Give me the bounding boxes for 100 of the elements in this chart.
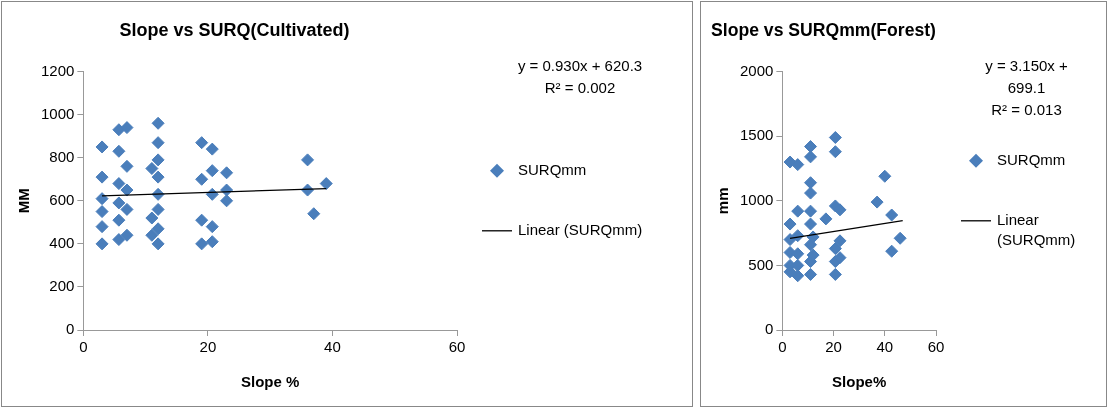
point: [151, 237, 165, 251]
y-tick-label: 2000: [739, 61, 774, 79]
point: [112, 213, 126, 227]
point: [885, 208, 899, 222]
point: [893, 231, 907, 245]
point: [205, 235, 219, 249]
point: [804, 204, 818, 218]
y-tick-label: 1000: [40, 104, 75, 122]
point: [95, 170, 109, 184]
point: [804, 186, 818, 200]
point: [828, 130, 842, 144]
x-tick-label: 40: [324, 338, 341, 356]
y-tick-label: 1200: [40, 61, 75, 79]
y-tick-label: 0: [765, 320, 774, 338]
point: [870, 195, 884, 209]
y-tick-label: 500: [748, 255, 774, 273]
x-tick-label: 0: [79, 338, 88, 356]
point: [112, 233, 126, 247]
point: [791, 258, 805, 272]
point: [878, 169, 892, 183]
y-tick-label: 1500: [739, 126, 774, 144]
point: [806, 248, 820, 262]
x-tick-label: 0: [778, 338, 787, 356]
point: [828, 145, 842, 159]
point: [151, 136, 165, 150]
point: [145, 211, 159, 225]
point: [120, 202, 134, 216]
text: R² = 0.013: [991, 101, 1062, 119]
point: [120, 121, 134, 135]
point: [195, 237, 209, 251]
point: [195, 136, 209, 150]
point: [195, 213, 209, 227]
point: [95, 220, 109, 234]
point: [804, 217, 818, 231]
point: [95, 237, 109, 251]
y-tick-label: 800: [49, 147, 75, 165]
point: [151, 170, 165, 184]
y-tick-label: 600: [49, 190, 75, 208]
x-tick-label: 20: [825, 338, 842, 356]
y-tick-label: 0: [66, 320, 75, 338]
point: [791, 158, 805, 172]
point: [301, 153, 315, 167]
point: [120, 159, 134, 173]
point: [95, 192, 109, 206]
point: [151, 116, 165, 130]
point: [220, 194, 234, 208]
x-tick-label: 20: [199, 338, 217, 356]
point: [145, 162, 159, 175]
y-tick-label: 200: [49, 277, 75, 295]
point: [804, 238, 818, 252]
x-axis-title: Slope%: [832, 373, 887, 391]
point: [791, 269, 805, 283]
x-axis-title: Slope %: [241, 373, 300, 391]
point: [833, 203, 847, 217]
x-tick-label: 60: [448, 338, 466, 356]
point: [819, 212, 833, 226]
point: [145, 228, 159, 242]
point: [95, 205, 109, 219]
point: [205, 142, 219, 156]
point: [151, 202, 165, 216]
point: [307, 207, 321, 221]
x-tick-label: 40: [876, 338, 894, 356]
point: [828, 267, 842, 281]
point: [151, 222, 165, 236]
point: [151, 153, 165, 167]
point: [205, 164, 219, 178]
point: [828, 242, 842, 256]
point: [95, 140, 109, 154]
point: [205, 220, 219, 234]
y-tick-label: 1000: [739, 190, 774, 208]
chart-title: Slope vs SURQmm(Forest): [711, 19, 937, 40]
point: [804, 267, 818, 281]
point: [112, 177, 126, 191]
point: [804, 176, 818, 190]
point: [220, 166, 234, 180]
point: [833, 251, 847, 265]
legend-label: Linear (SURQmm): [518, 220, 643, 238]
text: R² = 0.002: [544, 79, 616, 97]
x-tick-label: 60: [927, 338, 945, 356]
y-axis-title: MM: [15, 188, 33, 214]
point: [791, 247, 805, 261]
point: [885, 244, 899, 258]
legend-label: SURQmm: [518, 160, 587, 178]
text: y = 0.930x + 620.3: [517, 57, 643, 75]
point: [112, 144, 126, 158]
point: [804, 140, 818, 154]
legend-label: SURQmm: [997, 150, 1066, 168]
point: [112, 196, 126, 210]
point: [783, 217, 797, 231]
point: [783, 233, 797, 247]
point: [791, 204, 805, 218]
point: [833, 234, 847, 248]
y-axis-title: mm: [714, 187, 732, 215]
y-tick-label: 400: [49, 234, 75, 252]
legend-label: Linear (SURQmm): [997, 210, 1076, 248]
point: [319, 177, 333, 191]
point: [195, 172, 209, 186]
text: y = 3.150x + 699.1: [985, 57, 1069, 97]
point: [120, 228, 134, 242]
point: [804, 150, 818, 164]
